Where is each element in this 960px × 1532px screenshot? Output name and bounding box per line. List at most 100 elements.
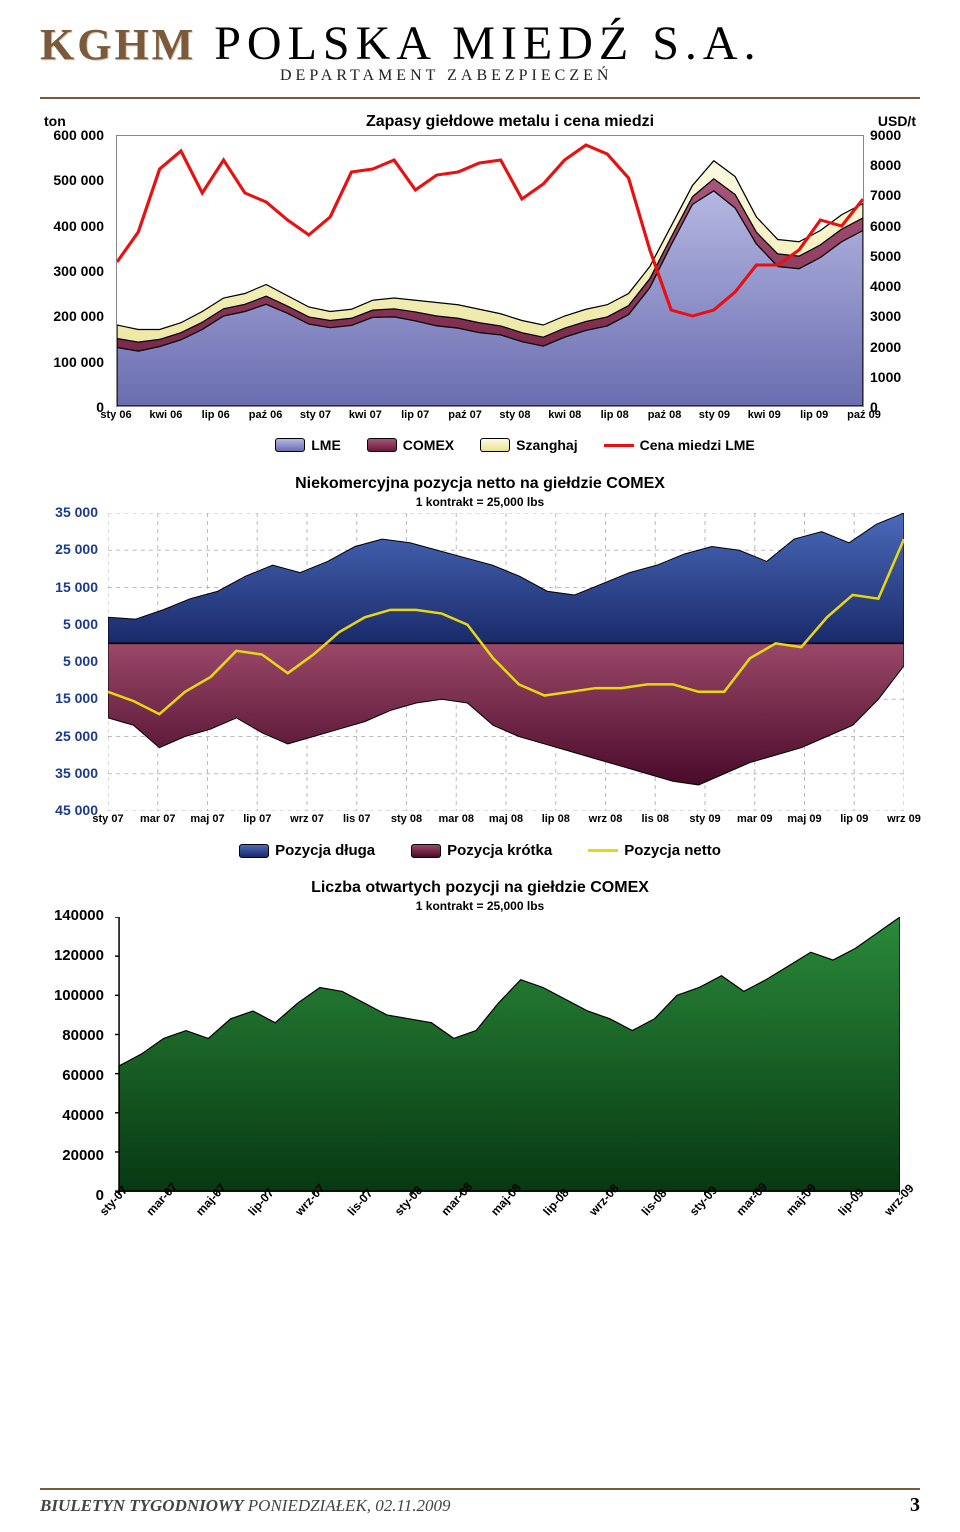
chart1-title: Zapasy giełdowe metalu i cena miedzi [280,113,740,131]
y-right-tick: 2000 [870,339,901,355]
x-tick: paź 06 [249,409,283,421]
x-tick: maj 09 [787,813,821,825]
page-number: 3 [910,1494,920,1517]
y-right-tick: 9000 [870,127,901,143]
x-tick: paź 09 [847,409,881,421]
y-right-tick: 4000 [870,278,901,294]
x-tick: maj 08 [489,813,523,825]
legend-item: Pozycja długa [239,842,375,859]
legend-label: Cena miedzi LME [640,437,755,453]
x-tick: sty 07 [300,409,331,421]
legend-label: Pozycja netto [624,842,721,859]
x-tick: lip 08 [601,409,629,421]
y-tick: 5 000 [63,653,98,669]
y-tick: 25 000 [55,541,98,557]
legend-label: COMEX [403,437,454,453]
legend-item: LME [275,437,341,453]
chart1-plot [116,135,864,407]
legend-line [588,849,618,852]
y-tick: 5 000 [63,616,98,632]
chart1-svg [117,136,863,406]
x-tick: sty 07 [92,813,123,825]
y-tick: 15 000 [55,690,98,706]
logo: KGHM [40,19,196,70]
legend-label: Pozycja krótka [447,842,552,859]
page-header: KGHM POLSKA MIEDŹ S.A. DEPARTAMENT ZABEZ… [0,0,960,93]
x-tick: maj 07 [190,813,224,825]
chart-open-interest: Liczba otwartych pozycji na giełdzie COM… [40,883,920,1243]
company-name: POLSKA MIEDŹ S.A. [214,16,761,71]
y-left-tick: 400 000 [53,218,104,234]
chart1-x-axis: sty 06kwi 06lip 06paź 06sty 07kwi 07lip … [116,409,864,425]
legend-item: Pozycja krótka [411,842,552,859]
legend-swatch [367,438,397,452]
x-tick: lis 07 [343,813,371,825]
chart1-legend: LME COMEX Szanghaj Cena miedzi LME [190,437,840,453]
y-tick: 140000 [54,907,104,924]
x-tick: mar 08 [439,813,474,825]
y-tick: 60000 [62,1067,104,1084]
legend-swatch [411,844,441,858]
department: DEPARTAMENT ZABEZPIECZEŃ [280,67,920,85]
y-left-tick: 100 000 [53,354,104,370]
legend-item: COMEX [367,437,454,453]
y-left-tick: 200 000 [53,308,104,324]
chart3-y-axis: 020000400006000080000100000120000140000 [40,917,110,1197]
legend-item: Szanghaj [480,437,577,453]
chart3-x-axis: sty-07mar-07maj-07lip-07wrz-07lis-07sty-… [114,1199,900,1237]
legend-swatch [239,844,269,858]
legend-item: Pozycja netto [588,842,721,859]
y-tick: 35 000 [55,765,98,781]
y-left-axis: 0100 000200 000300 000400 000500 000600 … [40,135,112,407]
x-tick: paź 08 [648,409,682,421]
y-tick: 120000 [54,947,104,964]
chart-positions: Niekomercyjna pozycja netto na giełdzie … [40,479,920,859]
chart3-subtitle: 1 kontrakt = 25,000 lbs [40,899,920,913]
y-right-tick: 3000 [870,308,901,324]
x-tick: kwi 07 [349,409,382,421]
footer-text: BIULETYN TYGODNIOWY PONIEDZIAŁEK, 02.11.… [40,1496,451,1516]
chart2-plot [108,513,904,811]
x-tick: sty 08 [499,409,530,421]
x-tick: sty 06 [100,409,131,421]
legend-swatch [480,438,510,452]
y-right-axis: 0100020003000400050006000700080009000 [864,135,920,407]
y-left-tick: 500 000 [53,172,104,188]
y-tick: 80000 [62,1027,104,1044]
y-left-tick: 600 000 [53,127,104,143]
x-tick: wrz 08 [589,813,623,825]
y-right-tick: 1000 [870,369,901,385]
legend-label: LME [311,437,341,453]
x-tick: mar 09 [737,813,772,825]
x-tick: lip 06 [202,409,230,421]
chart3-plot [114,917,900,1197]
x-tick: kwi 09 [748,409,781,421]
y-tick: 25 000 [55,728,98,744]
x-tick: wrz 09 [887,813,921,825]
legend-item: Cena miedzi LME [604,437,755,453]
legend-label: Szanghaj [516,437,577,453]
x-tick: wrz 07 [290,813,324,825]
x-tick: mar 07 [140,813,175,825]
y-tick: 20000 [62,1147,104,1164]
legend-line [604,444,634,447]
chart2-legend: Pozycja długa Pozycja krótka Pozycja netto [40,842,920,859]
y-right-tick: 8000 [870,157,901,173]
chart2-y-axis: 35 00025 00015 0005 0005 00015 00025 000… [40,513,104,811]
x-tick: sty 09 [699,409,730,421]
y-tick: 40000 [62,1107,104,1124]
x-tick: lip 09 [840,813,868,825]
header-divider [40,97,920,99]
x-tick: paź 07 [448,409,482,421]
x-tick: lip 07 [401,409,429,421]
chart2-title: Niekomercyjna pozycja netto na giełdzie … [40,475,920,493]
x-tick: sty 08 [391,813,422,825]
chart2-x-axis: sty 07mar 07maj 07lip 07wrz 07lis 07sty … [108,813,904,829]
chart3-svg [114,917,900,1197]
chart-inventories-price: ton Zapasy giełdowe metalu i cena miedzi… [40,115,920,455]
x-tick: kwi 06 [149,409,182,421]
x-tick: lis 08 [641,813,669,825]
chart3-title: Liczba otwartych pozycji na giełdzie COM… [40,879,920,897]
y-left-tick: 300 000 [53,263,104,279]
chart2-subtitle: 1 kontrakt = 25,000 lbs [40,495,920,509]
